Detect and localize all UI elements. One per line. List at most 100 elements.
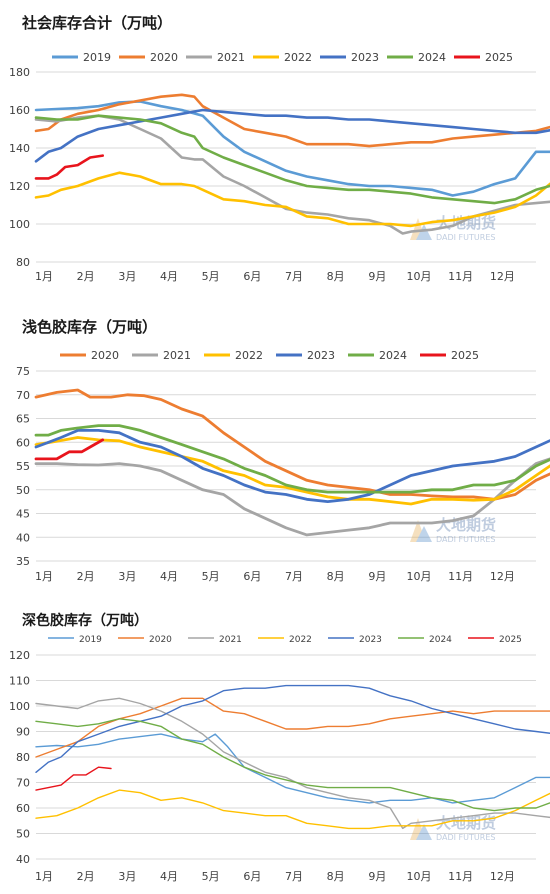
y-tick-label: 55	[16, 460, 30, 473]
legend-item-2022: 2022	[258, 635, 312, 645]
series-line-2023	[34, 108, 550, 163]
legend-item-2021: 2021	[188, 635, 242, 645]
chart-total-inventory: 80 100 120 140 160 180 1月 2月 3月 4月 5月 6月 7月 8月 9月 10月 11…	[9, 51, 550, 283]
legend-label: 2022	[289, 635, 312, 645]
chart-title-light: 浅色胶库存（万吨）	[22, 318, 158, 336]
series-line-2024	[34, 424, 550, 494]
x-tick-label: 7月	[285, 270, 303, 283]
legend-item-2025: 2025	[420, 349, 479, 362]
legend-label: 2021	[217, 51, 245, 64]
series-line-2020	[34, 93, 550, 148]
x-tick-label: 12月	[490, 570, 515, 583]
legend-label: 2020	[91, 349, 119, 362]
legend-label: 2021	[163, 349, 191, 362]
x-tick-label: 3月	[118, 870, 136, 883]
y-tick-label: 90	[16, 726, 30, 739]
legend-label: 2024	[429, 635, 452, 645]
logo-mark-icon	[410, 818, 426, 840]
chart-title-dark: 深色胶库存（万吨）	[22, 613, 148, 629]
x-tick-label: 8月	[327, 870, 345, 883]
x-tick-label: 4月	[160, 870, 178, 883]
x-tick-label: 11月	[448, 870, 473, 883]
y-tick-label: 110	[9, 675, 30, 688]
legend-item-2019: 2019	[48, 635, 102, 645]
x-tick-label: 10月	[407, 270, 432, 283]
legend-item-2025: 2025	[468, 635, 522, 645]
x-tick-label: 6月	[243, 570, 261, 583]
x-tick-label: 7月	[285, 570, 303, 583]
legend-item-2023: 2023	[320, 51, 379, 64]
legend-label: 2023	[351, 51, 379, 64]
x-tick-label: 9月	[368, 570, 386, 583]
legend-item-2023: 2023	[276, 349, 335, 362]
legend-item-2020: 2020	[60, 349, 119, 362]
legend-item-2020: 2020	[119, 51, 178, 64]
x-tick-label: 8月	[327, 570, 345, 583]
legend-label: 2025	[451, 349, 479, 362]
series-line-2023	[35, 684, 550, 773]
x-tick-label: 2月	[77, 870, 95, 883]
y-tick-label: 100	[9, 700, 30, 713]
y-tick-label: 60	[16, 436, 30, 449]
legend-item-2020: 2020	[118, 635, 172, 645]
series-line-2020	[34, 388, 550, 501]
legend-label: 2019	[79, 635, 102, 645]
y-tick-label: 180	[9, 66, 30, 79]
legend-label: 2024	[379, 349, 407, 362]
x-tick-label: 12月	[490, 870, 515, 883]
y-tick-label: 80	[16, 256, 30, 269]
legend-item-2023: 2023	[328, 635, 382, 645]
y-tick-label: 80	[16, 751, 30, 764]
series-line-2024	[35, 718, 550, 812]
legend-label: 2023	[359, 635, 382, 645]
chart-panel-dark: 深色胶库存（万吨） 40 50 60 70 80 90 100 110 120 1月 2月 3月 4月 5…	[0, 598, 550, 894]
series-line-2019	[35, 733, 550, 804]
x-tick-label: 1月	[35, 270, 53, 283]
y-tick-label: 40	[16, 853, 30, 866]
y-tick-label: 70	[16, 389, 30, 402]
x-tick-label: 4月	[160, 570, 178, 583]
x-tick-label: 7月	[285, 870, 303, 883]
x-tick-label: 9月	[368, 870, 386, 883]
x-tick-label: 5月	[202, 870, 220, 883]
y-tick-label: 60	[16, 802, 30, 815]
legend-item-2024: 2024	[348, 349, 407, 362]
series-line-2025	[34, 438, 105, 461]
y-tick-label: 40	[16, 531, 30, 544]
legend-label: 2020	[150, 51, 178, 64]
logo-mark-icon	[410, 218, 426, 240]
logo-mark-icon	[416, 526, 432, 542]
legend-item-2024: 2024	[387, 51, 446, 64]
x-tick-label: 9月	[368, 270, 386, 283]
legend-label: 2022	[235, 349, 263, 362]
series-line-2025	[35, 766, 112, 791]
x-tick-label: 11月	[448, 570, 473, 583]
legend-label: 2022	[284, 51, 312, 64]
series-line-2025	[34, 154, 104, 180]
x-tick-label: 8月	[327, 270, 345, 283]
chart-panel-total: 社会库存合计（万吨） 80 100 120 140 160 180 1月 2月 3月 4月 5月 6月…	[0, 0, 550, 292]
series-line-2022	[35, 789, 550, 830]
x-tick-label: 5月	[202, 270, 220, 283]
x-tick-label: 10月	[407, 870, 432, 883]
x-tick-label: 1月	[35, 870, 53, 883]
x-tick-label: 12月	[490, 270, 515, 283]
legend-item-2025: 2025	[454, 51, 513, 64]
x-tick-label: 10月	[407, 570, 432, 583]
watermark-en: DADI FUTURES	[436, 833, 495, 842]
series-line-2024	[34, 114, 550, 205]
legend-label: 2019	[83, 51, 111, 64]
chart-title-total: 社会库存合计（万吨）	[22, 14, 173, 32]
series-line-2021	[34, 457, 550, 537]
legend-item-2021: 2021	[186, 51, 245, 64]
legend-label: 2021	[219, 635, 242, 645]
x-tick-label: 6月	[243, 270, 261, 283]
y-tick-label: 50	[16, 828, 30, 841]
legend-label: 2025	[485, 51, 513, 64]
x-tick-label: 6月	[243, 870, 261, 883]
y-tick-label: 45	[16, 508, 30, 521]
series-line-2021	[35, 697, 550, 830]
chart-light-rubber-inventory: 35 40 45 50 55 60 65 70 75 1月 2月 3月 4月 5月 6月 7月 8月 9月 10月 1…	[16, 349, 550, 583]
